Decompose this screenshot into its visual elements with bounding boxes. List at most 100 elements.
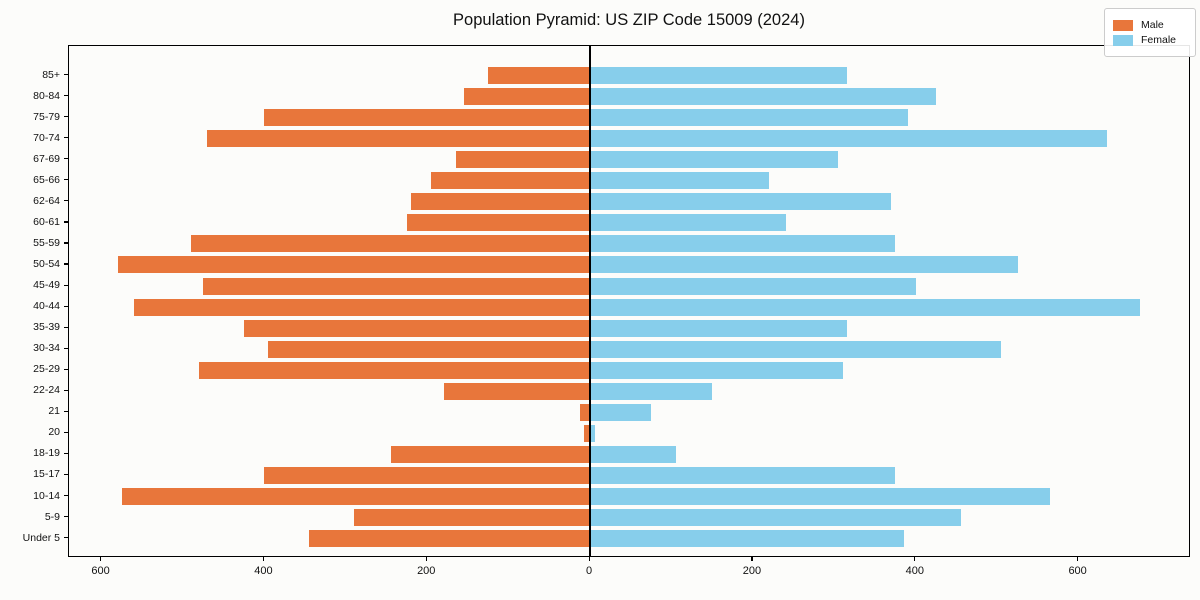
bar-male-10-14 xyxy=(121,488,591,505)
bar-female-80-84 xyxy=(590,88,937,106)
y-tick-label-70-74: 70-74 xyxy=(33,131,60,144)
y-tick-mark xyxy=(64,368,68,370)
y-tick-label-15-17: 15-17 xyxy=(33,468,60,481)
bar-female-22-24 xyxy=(590,382,713,400)
y-tick-label-40-44: 40-44 xyxy=(33,300,60,313)
y-tick-mark xyxy=(64,200,68,202)
y-tick-label-50-54: 50-54 xyxy=(33,257,60,270)
y-tick-mark xyxy=(64,516,68,518)
x-tick-label-400: 400 xyxy=(905,565,924,577)
bar-male-70-74 xyxy=(207,130,591,148)
x-tick-label-400: 400 xyxy=(254,565,273,577)
y-tick-label-60-61: 60-61 xyxy=(33,215,60,228)
bar-male-30-34 xyxy=(268,340,591,358)
y-tick-mark xyxy=(64,158,68,160)
y-tick-label-45-49: 45-49 xyxy=(33,279,60,291)
y-tick-mark xyxy=(64,116,68,118)
y-tick-mark xyxy=(64,179,68,181)
x-tick-label-200: 200 xyxy=(742,565,762,577)
y-tick-mark xyxy=(64,431,68,434)
legend: Male Female xyxy=(1104,8,1196,57)
y-tick-label-25-29: 25-29 xyxy=(33,363,60,376)
bar-female-18-19 xyxy=(590,445,676,463)
bar-female-85+ xyxy=(590,67,847,84)
y-tick-mark xyxy=(64,137,68,139)
bar-female-45-49 xyxy=(590,277,916,295)
x-tick-mark xyxy=(751,557,753,561)
bar-male-15-17 xyxy=(264,466,591,484)
bar-female-15-17 xyxy=(590,466,896,484)
bar-male-50-54 xyxy=(117,256,591,274)
legend-entry-male: Male xyxy=(1113,19,1186,31)
x-tick-mark xyxy=(425,557,427,561)
bar-male-21 xyxy=(580,403,591,421)
bar-male-20 xyxy=(583,424,591,442)
x-tick-label-600: 600 xyxy=(1068,565,1087,577)
y-tick-label-Under 5: Under 5 xyxy=(22,531,60,544)
y-tick-mark xyxy=(64,95,68,97)
y-tick-mark xyxy=(64,242,68,244)
bar-female-70-74 xyxy=(590,130,1108,148)
bar-female-50-54 xyxy=(590,256,1018,274)
bar-male-62-64 xyxy=(410,193,591,211)
y-tick-mark xyxy=(64,537,68,539)
x-tick-label-200: 200 xyxy=(417,565,436,577)
y-tick-label-80-84: 80-84 xyxy=(33,89,60,102)
y-tick-mark xyxy=(64,74,68,76)
bar-male-85+ xyxy=(488,67,591,84)
chart-title: Population Pyramid: US ZIP Code 15009 (2… xyxy=(453,11,805,29)
bar-female-5-9 xyxy=(590,509,961,527)
y-tick-label-20: 20 xyxy=(48,426,60,439)
y-tick-label-22-24: 22-24 xyxy=(33,384,60,397)
legend-label-female: Female xyxy=(1141,34,1177,46)
y-tick-mark xyxy=(64,305,68,307)
x-tick-mark xyxy=(588,557,590,561)
bar-female-60-61 xyxy=(590,214,786,232)
bar-female-65-66 xyxy=(590,172,770,190)
y-tick-mark xyxy=(64,326,68,328)
bar-female-55-59 xyxy=(590,235,896,253)
bar-male-67-69 xyxy=(455,151,591,169)
y-tick-mark xyxy=(64,284,68,286)
x-tick-label-600: 600 xyxy=(91,565,110,577)
x-tick-mark xyxy=(99,557,102,561)
y-tick-label-35-39: 35-39 xyxy=(33,321,60,334)
bar-male-65-66 xyxy=(431,172,591,190)
bar-male-22-24 xyxy=(443,382,591,400)
y-tick-mark xyxy=(64,347,68,349)
bar-female-75-79 xyxy=(590,109,908,127)
y-tick-mark xyxy=(64,263,68,265)
y-tick-mark xyxy=(64,410,68,412)
y-tick-label-85+: 85+ xyxy=(42,68,60,81)
y-tick-mark xyxy=(64,473,68,476)
y-tick-label-55-59: 55-59 xyxy=(33,236,60,249)
bar-male-35-39 xyxy=(244,319,591,337)
x-tick-label-0: 0 xyxy=(586,565,593,577)
bar-female-30-34 xyxy=(590,340,1002,358)
bar-female-67-69 xyxy=(590,151,839,169)
y-tick-mark xyxy=(64,221,68,223)
legend-entry-female: Female xyxy=(1113,34,1186,46)
bar-male-5-9 xyxy=(353,509,591,527)
bar-female-62-64 xyxy=(590,193,892,211)
bar-female-35-39 xyxy=(590,319,847,337)
bar-male-60-61 xyxy=(406,214,591,232)
y-tick-label-30-34: 30-34 xyxy=(33,342,60,355)
y-tick-mark xyxy=(64,452,68,455)
y-tick-label-75-79: 75-79 xyxy=(33,110,60,123)
bar-female-10-14 xyxy=(590,488,1051,505)
y-tick-mark xyxy=(64,389,68,391)
bar-female-Under 5 xyxy=(590,530,904,548)
bar-male-40-44 xyxy=(134,298,591,316)
x-tick-mark xyxy=(1077,557,1079,561)
male-swatch xyxy=(1113,19,1133,31)
bar-male-55-59 xyxy=(191,235,591,253)
bar-male-45-49 xyxy=(203,277,591,295)
bar-male-Under 5 xyxy=(309,530,591,548)
bar-male-80-84 xyxy=(463,88,591,106)
bar-female-40-44 xyxy=(590,298,1140,316)
bar-female-20 xyxy=(590,424,595,442)
y-tick-mark xyxy=(64,495,68,497)
bar-male-25-29 xyxy=(199,361,591,379)
female-swatch xyxy=(1113,34,1133,46)
